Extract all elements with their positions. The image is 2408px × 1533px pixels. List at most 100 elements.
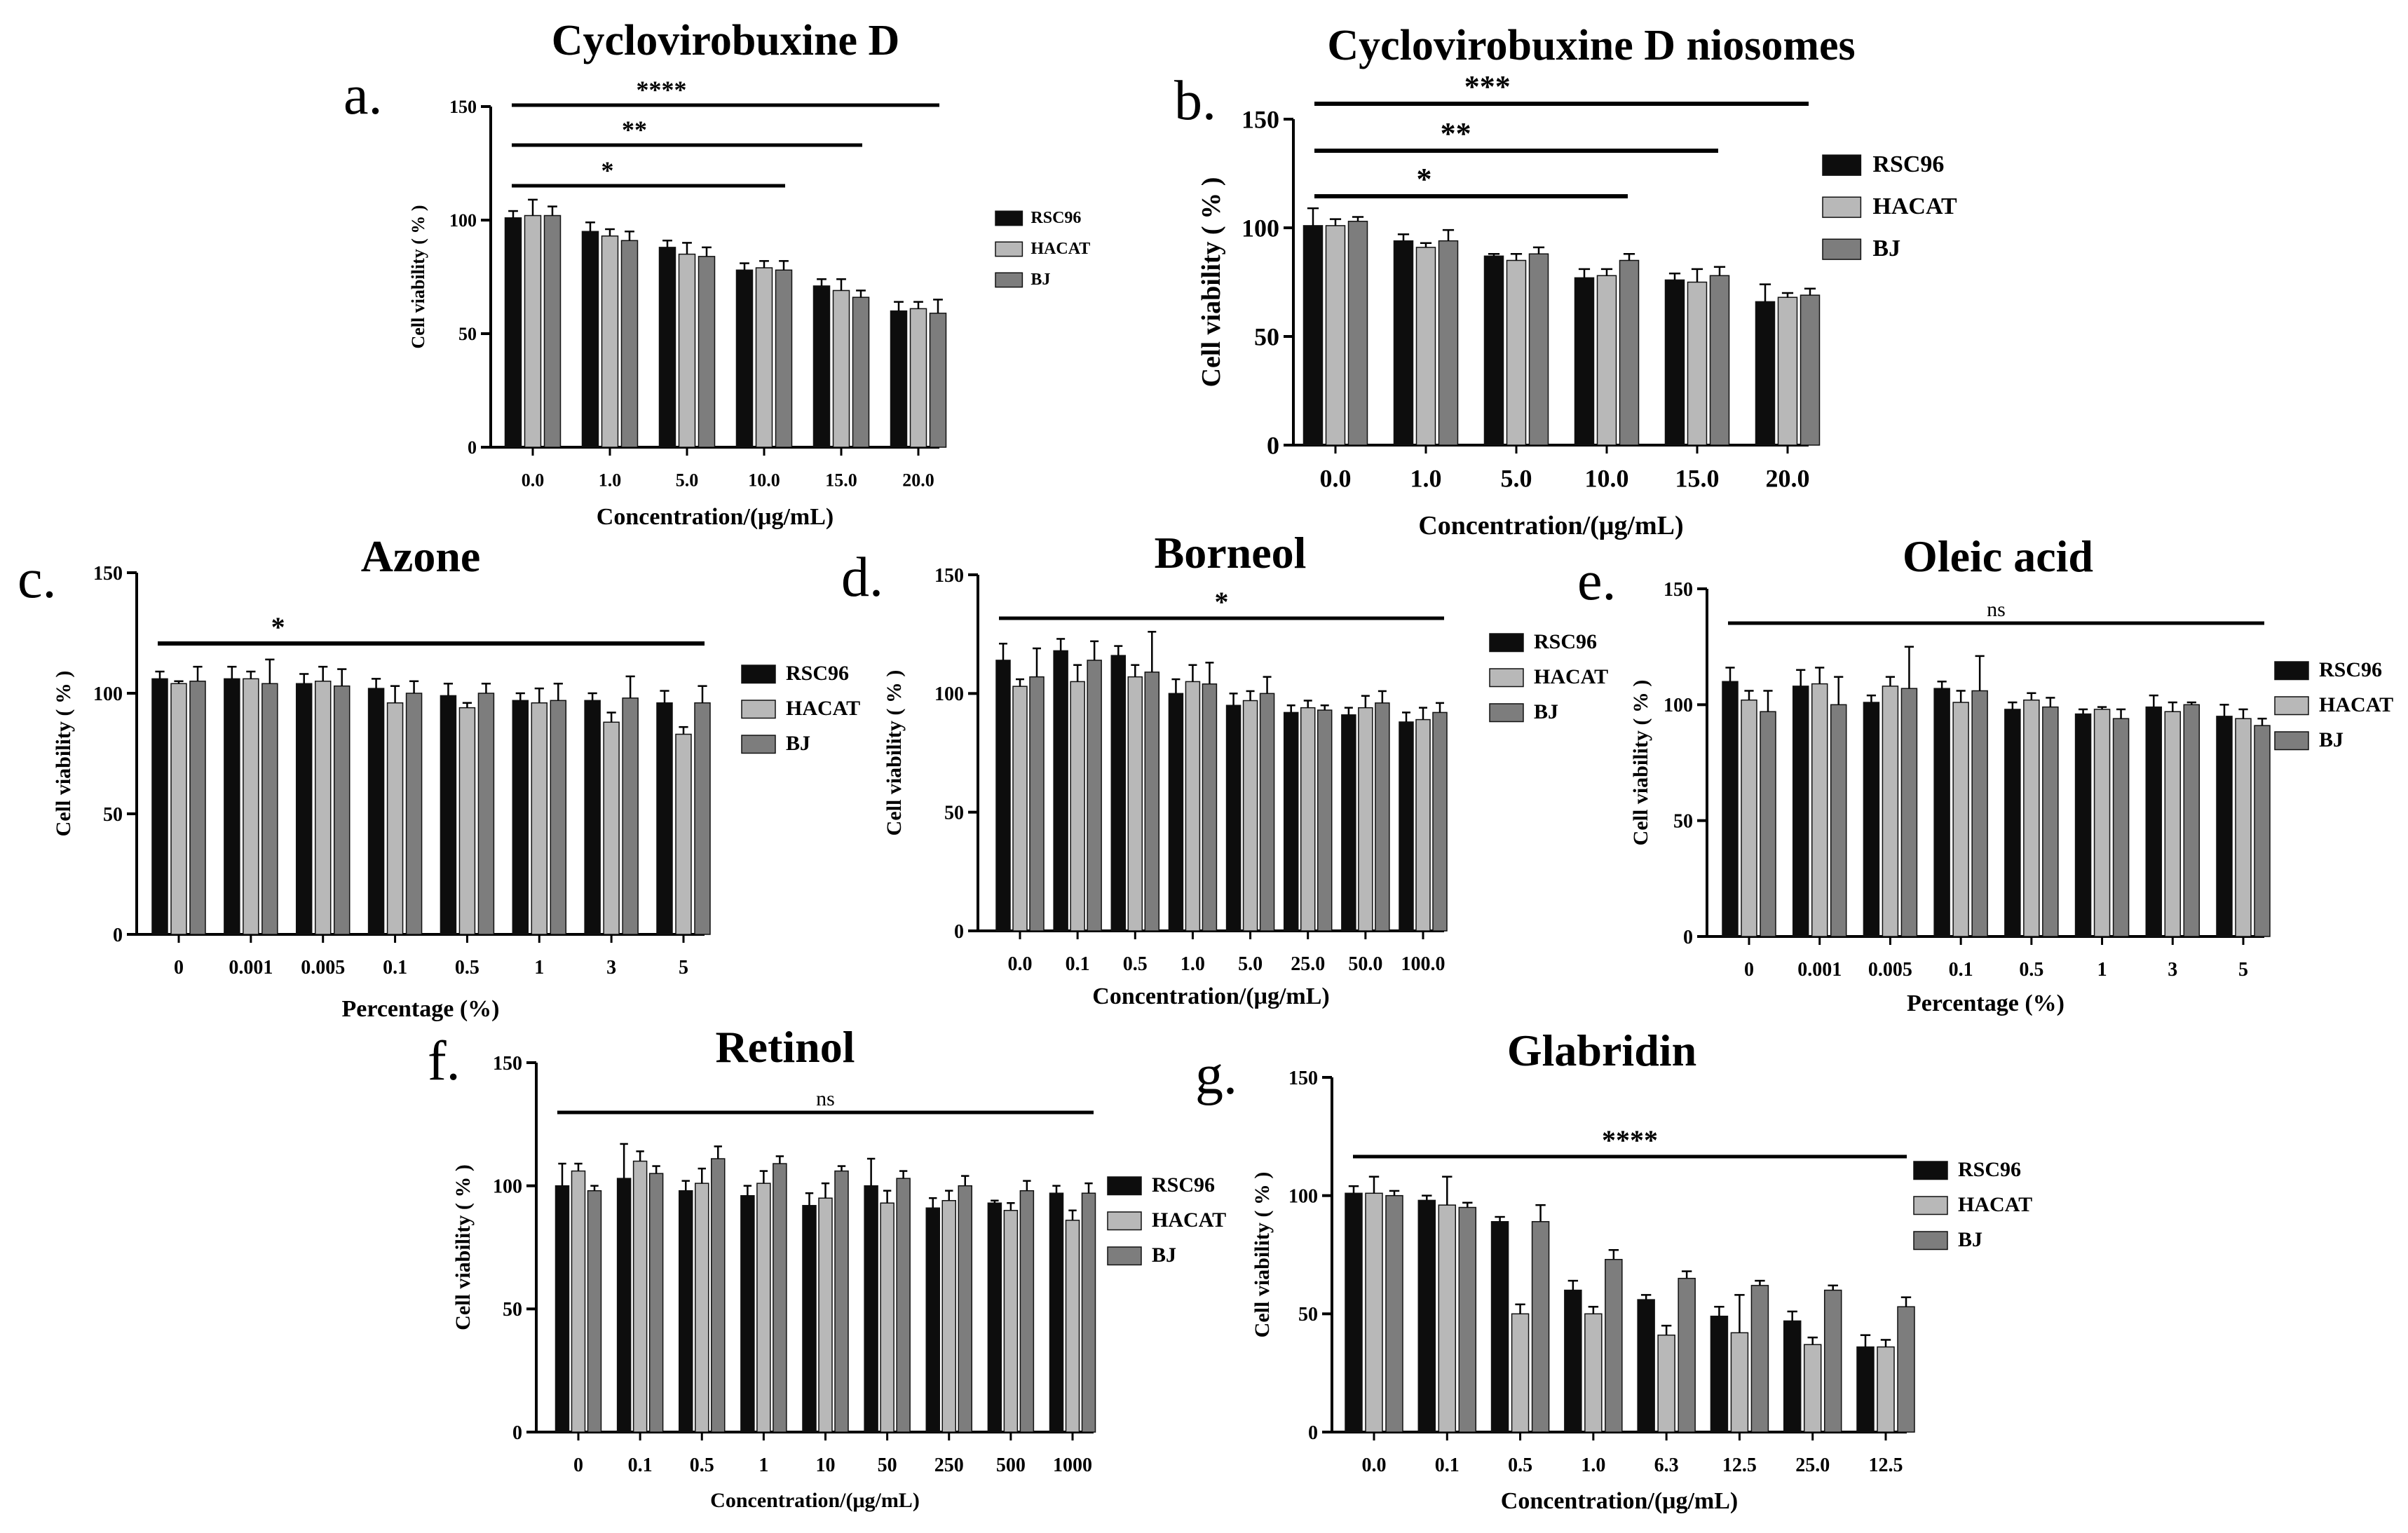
bar-rsc96 — [1783, 1320, 1802, 1433]
bar-bj — [1438, 240, 1459, 446]
x-axis-label: Concentration/(μg/mL) — [710, 1489, 920, 1512]
legend-swatch-rsc96 — [741, 665, 776, 684]
bar-bj — [1202, 683, 1218, 932]
significance-label: * — [1215, 586, 1229, 618]
x-tick-label: 25.0 — [1291, 953, 1325, 975]
x-tick-label: 0.0 — [1320, 464, 1352, 492]
bar-hacat — [314, 681, 332, 935]
y-tick-label: 100 — [1664, 695, 1693, 716]
bar-rsc96 — [151, 678, 168, 935]
legend-label: BJ — [786, 732, 810, 755]
legend-label: RSC96 — [786, 662, 849, 685]
x-tick-label: 5.0 — [1501, 464, 1532, 492]
legend-label: HACAT — [1152, 1208, 1226, 1232]
legend-swatch-hacat — [1822, 196, 1862, 218]
bar-rsc96 — [440, 695, 457, 935]
x-tick-label: 0.1 — [1066, 953, 1090, 975]
bar-rsc96 — [925, 1207, 940, 1433]
x-tick-label: 0 — [573, 1454, 583, 1476]
legend-label: RSC96 — [2319, 658, 2382, 681]
bar-rsc96 — [802, 1205, 817, 1433]
bar-bj — [694, 702, 711, 935]
bar-rsc96 — [1637, 1299, 1655, 1433]
x-tick-label: 15.0 — [825, 470, 857, 490]
x-tick-label: 0.0 — [1362, 1454, 1387, 1476]
significance-label: ** — [1441, 116, 1471, 151]
bar-hacat — [1065, 1220, 1080, 1433]
x-tick-label: 0.5 — [455, 957, 479, 979]
x-tick-label: 50.0 — [1348, 953, 1382, 975]
chart-panel-d: Borneol d. 0 50 100 150 0.0 0.1 0.5 1.0 5.0 25.0 50.… — [841, 528, 1608, 1009]
bar-bj — [834, 1170, 849, 1433]
y-axis-label: Cell viability ( % ) — [1629, 680, 1652, 846]
y-axis-label: Cell viability ( % ) — [1251, 1172, 1274, 1338]
x-axis-label: Concentration/(μg/mL) — [1092, 983, 1329, 1009]
x-axis-label: Percentage (%) — [342, 996, 500, 1022]
chart-title: Retinol — [715, 1022, 855, 1072]
x-tick-label: 0.1 — [383, 957, 407, 979]
bar-bj — [622, 697, 639, 935]
bar-bj — [1458, 1206, 1477, 1433]
bar-rsc96 — [2004, 709, 2021, 937]
y-tick-label: 150 — [934, 565, 964, 587]
bar-hacat — [1511, 1313, 1530, 1433]
chart-panel-e: Oleic acid e. 0 50 100 150 0 0.001 0.005 0.1 0.5 1 3… — [1577, 531, 2393, 1016]
bar-rsc96 — [1490, 1221, 1509, 1433]
bar-hacat — [1596, 275, 1617, 446]
bar-hacat — [2023, 699, 2040, 937]
bar-bj — [1750, 1285, 1769, 1433]
legend-label: HACAT — [1958, 1193, 2032, 1216]
legend-swatch-rsc96 — [1822, 154, 1862, 176]
bar-hacat — [1877, 1346, 1895, 1433]
bar-bj — [1823, 1289, 1842, 1433]
panel-label: b. — [1174, 70, 1216, 132]
bar-bj — [2183, 704, 2200, 937]
y-tick-label: 100 — [493, 1176, 522, 1197]
x-tick-label: 0 — [174, 957, 184, 979]
bar-bj — [189, 681, 206, 935]
bar-bj — [1259, 693, 1275, 932]
x-tick-label: 5.0 — [676, 470, 699, 490]
panel-label: f. — [428, 1030, 461, 1092]
bar-bj — [896, 1178, 911, 1433]
x-tick-label: 1.0 — [1581, 1454, 1605, 1476]
x-tick-label: 0.005 — [1868, 959, 1912, 981]
x-tick-label: 10.0 — [748, 470, 780, 490]
bar-bj — [1081, 1192, 1096, 1433]
x-tick-label: 5.0 — [1238, 953, 1263, 975]
bar-bj — [698, 256, 716, 448]
legend-swatch-bj — [2274, 731, 2309, 751]
chart-panel-g: Glabridin g. 0 50 100 150 0.0 0.1 0.5 1.0 6.3 12.5 2… — [1195, 1026, 2032, 1514]
bar-hacat — [386, 702, 404, 935]
legend-label: BJ — [1534, 700, 1558, 723]
bar-hacat — [1952, 702, 1969, 937]
bar-hacat — [909, 308, 927, 448]
bar-hacat — [1730, 1332, 1749, 1433]
bar-rsc96 — [512, 700, 529, 935]
chart-title: Glabridin — [1507, 1026, 1696, 1075]
x-tick-label: 12.5 — [1869, 1454, 1903, 1476]
bar-rsc96 — [890, 310, 908, 448]
legend-swatch-bj — [1913, 1231, 1948, 1251]
y-tick-label: 100 — [1288, 1185, 1318, 1207]
legend-swatch-rsc96 — [1913, 1161, 1948, 1180]
bar-rsc96 — [656, 702, 673, 935]
bar-hacat — [675, 733, 692, 935]
legend-swatch-rsc96 — [1107, 1176, 1142, 1196]
bar-bj — [1897, 1306, 1915, 1433]
panel-label: d. — [841, 547, 883, 608]
x-axis-label: Concentration/(μg/mL) — [597, 504, 834, 530]
bar-bj — [1375, 702, 1390, 932]
y-tick-label: 0 — [1683, 927, 1693, 948]
x-tick-label: 0.5 — [1508, 1454, 1532, 1476]
significance-label: **** — [1602, 1124, 1658, 1156]
chart-title: Cyclovirobuxine D — [552, 17, 900, 64]
bar-bj — [773, 1163, 787, 1433]
bar-hacat — [632, 1160, 648, 1433]
bar-hacat — [1657, 1334, 1675, 1433]
bar-hacat — [1325, 225, 1346, 446]
bar-rsc96 — [995, 660, 1011, 932]
bar-hacat — [1365, 1192, 1383, 1433]
y-tick-label: 0 — [1308, 1422, 1318, 1444]
bar-rsc96 — [1417, 1199, 1436, 1433]
